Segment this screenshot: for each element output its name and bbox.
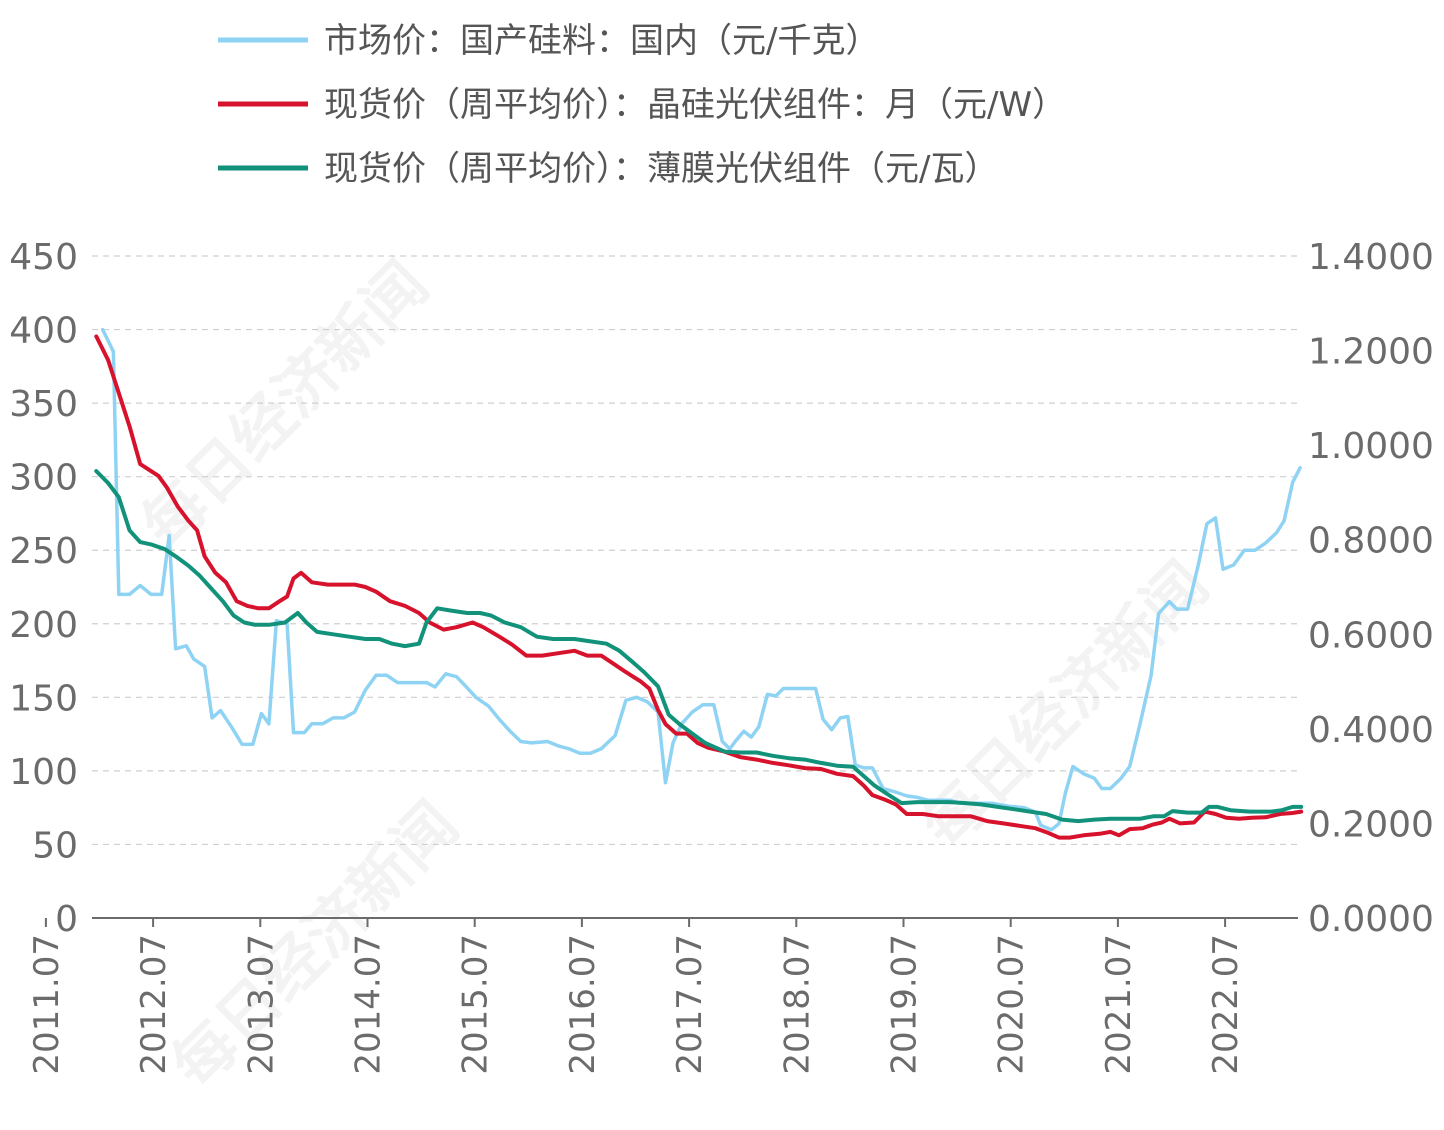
y-left-tick-label: 0: [55, 899, 78, 940]
x-axis: 2011.07 2012.07 2013.07 2014.07 2015.07 2016.…: [27, 917, 1298, 1075]
series-line-0: [100, 327, 1302, 832]
y-left-tick-label: 100: [9, 752, 78, 793]
x-tick-label: 2019.07: [885, 934, 925, 1075]
x-tick-label: 2013.07: [241, 934, 281, 1075]
legend-label: 现货价（周平均价）：晶硅光伏组件：月（元/W）: [324, 85, 1066, 125]
legend: 市场价：国产硅料：国内（元/千克） 现货价（周平均价）：晶硅光伏组件：月（元/W）…: [218, 21, 1066, 189]
y-left-tick-label: 50: [32, 825, 78, 866]
watermark-text: 每日经济新闻: [127, 247, 442, 562]
y-right-tick-label: 1.0000: [1308, 426, 1434, 467]
y-right-tick-label: 1.4000: [1308, 237, 1434, 278]
y-right-tick-label: 1.2000: [1308, 332, 1434, 373]
x-tick-label: 2018.07: [777, 934, 817, 1075]
x-tick-label: 2022.07: [1206, 934, 1246, 1075]
x-tick-label: 2014.07: [349, 934, 389, 1075]
y-left-tick-label: 450: [9, 237, 78, 278]
y-left-tick-label: 250: [9, 531, 78, 572]
y-right-tick-label: 0.0000: [1308, 899, 1434, 940]
y-left-tick-label: 300: [9, 458, 78, 499]
y-right-tick-label: 0.8000: [1308, 521, 1434, 562]
series-line-2: [94, 469, 1304, 824]
y-right-tick-label: 0.4000: [1308, 710, 1434, 751]
y-axis-left: 0 50 100 150 200 250 300 350 400 450: [9, 237, 78, 940]
x-tick-label: 2015.07: [456, 934, 496, 1075]
y-right-tick-label: 0.2000: [1308, 804, 1434, 845]
x-tick-label: 2011.07: [27, 934, 67, 1075]
y-left-tick-label: 350: [9, 384, 78, 425]
x-tick-label: 2012.07: [134, 934, 174, 1075]
x-tick-label: 2021.07: [1099, 934, 1139, 1075]
legend-label: 现货价（周平均价）：薄膜光伏组件（元/瓦）: [324, 149, 998, 189]
legend-label: 市场价：国产硅料：国内（元/千克）: [324, 21, 879, 61]
x-tick-label: 2020.07: [992, 934, 1032, 1075]
grid-lines: [92, 255, 1298, 846]
series-line-1: [94, 334, 1304, 840]
y-axis-right: 0.0000 0.2000 0.4000 0.6000 0.8000 1.0000 1.20…: [1308, 237, 1434, 940]
y-left-tick-label: 200: [9, 605, 78, 646]
y-left-tick-label: 150: [9, 678, 78, 719]
x-tick-label: 2017.07: [670, 934, 710, 1075]
y-left-tick-label: 400: [9, 311, 78, 352]
x-tick-label: 2016.07: [563, 934, 603, 1075]
series-layer: [94, 327, 1304, 840]
watermark-text: 每日经济新闻: [157, 787, 472, 1102]
y-right-tick-label: 0.6000: [1308, 615, 1434, 656]
